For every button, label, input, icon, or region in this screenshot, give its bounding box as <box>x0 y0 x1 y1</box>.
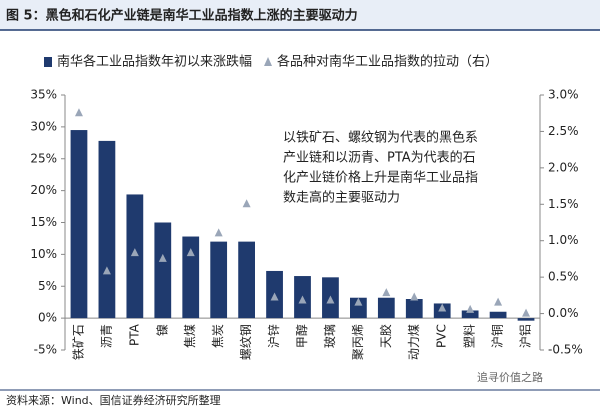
marker <box>382 288 391 297</box>
x-tick-label: 沪铜 <box>490 324 505 348</box>
bar <box>350 297 367 319</box>
x-tick-label: PVC <box>435 324 449 348</box>
chart-title: 图 5：黑色和石化产业链是南华工业品指数上涨的主要驱动力 <box>6 8 358 24</box>
y-tick-label: 20% <box>30 183 57 197</box>
marker <box>326 295 335 304</box>
bar <box>98 140 116 319</box>
x-tick-label: 沥青 <box>99 324 113 348</box>
y-tick-label: 10% <box>30 247 57 261</box>
x-tick-label: 镍 <box>155 324 169 336</box>
bar <box>154 222 172 319</box>
y-tick-label: 30% <box>30 119 57 133</box>
legend-label: 各品种对南华工业品指数的拉动（右） <box>277 54 498 70</box>
marker <box>130 248 139 257</box>
marker <box>298 295 307 304</box>
y2-tick-label: 1.0% <box>548 233 579 247</box>
x-tick-label: 聚丙烯 <box>351 324 365 360</box>
y-tick-label: 0% <box>38 311 57 325</box>
y-tick-label: -5% <box>34 343 57 357</box>
x-tick-label: 沪锌 <box>267 324 281 348</box>
marker <box>242 199 251 208</box>
marker <box>158 253 167 262</box>
annotation: 产业链和以沥青、PTA为代表的石 <box>283 150 476 166</box>
bar <box>182 236 200 319</box>
bar <box>210 241 228 319</box>
x-tick-label: 塑料 <box>462 324 477 348</box>
bar <box>517 318 535 321</box>
x-tick-label: 铁矿石 <box>71 324 85 360</box>
bar <box>238 241 255 319</box>
marker <box>214 228 223 237</box>
marker <box>354 297 363 306</box>
marker <box>74 108 83 117</box>
marker <box>522 308 531 317</box>
legend-swatch <box>44 57 52 67</box>
watermark: 追寻价值之路 <box>477 370 543 384</box>
legend-swatch <box>264 57 273 66</box>
y2-tick-label: 3.0% <box>548 88 579 102</box>
bar <box>70 130 88 319</box>
bar <box>126 194 144 319</box>
x-tick-label: 甲醇 <box>294 324 309 348</box>
x-tick-label: 焦煤 <box>183 324 197 348</box>
x-tick-label: 螺纹钢 <box>239 324 253 360</box>
bar <box>489 311 507 319</box>
x-tick-label: 动力煤 <box>407 324 421 360</box>
y2-tick-label: 2.5% <box>548 124 579 138</box>
y2-tick-label: 0.0% <box>548 306 579 320</box>
y-tick-label: 5% <box>38 279 57 293</box>
x-tick-label: 焦炭 <box>211 324 225 348</box>
y2-tick-label: -0.5% <box>548 343 583 357</box>
marker <box>102 266 111 275</box>
legend-label: 南华各工业品指数年初以来涨跌幅 <box>57 54 252 70</box>
marker <box>438 303 447 312</box>
marker <box>494 297 503 306</box>
annotation: 数走高的主要驱动力 <box>283 190 400 206</box>
y-tick-label: 35% <box>30 88 57 102</box>
annotation: 以铁矿石、螺纹钢为代表的黑色系 <box>283 130 478 146</box>
bar <box>377 297 395 319</box>
x-tick-label: 沪铝 <box>518 324 533 348</box>
x-tick-label: 天胶 <box>378 324 393 348</box>
bar <box>405 299 423 319</box>
bar <box>461 310 479 319</box>
y2-tick-label: 0.5% <box>548 270 579 284</box>
source: 资料来源：Wind、国信证券经济研究所整理 <box>6 393 221 407</box>
annotation: 化产业链价格上升是南华工业品指 <box>283 170 478 186</box>
y2-tick-label: 2.0% <box>548 160 579 174</box>
y-tick-label: 25% <box>30 151 57 165</box>
y-tick-label: 15% <box>30 215 57 229</box>
marker <box>410 292 419 301</box>
marker <box>186 248 195 257</box>
x-tick-label: 玻璃 <box>323 324 337 348</box>
title-bar <box>0 0 600 30</box>
y2-tick-label: 1.5% <box>548 197 579 211</box>
marker <box>466 304 475 313</box>
x-tick-label: PTA <box>127 323 141 346</box>
marker <box>270 292 279 301</box>
